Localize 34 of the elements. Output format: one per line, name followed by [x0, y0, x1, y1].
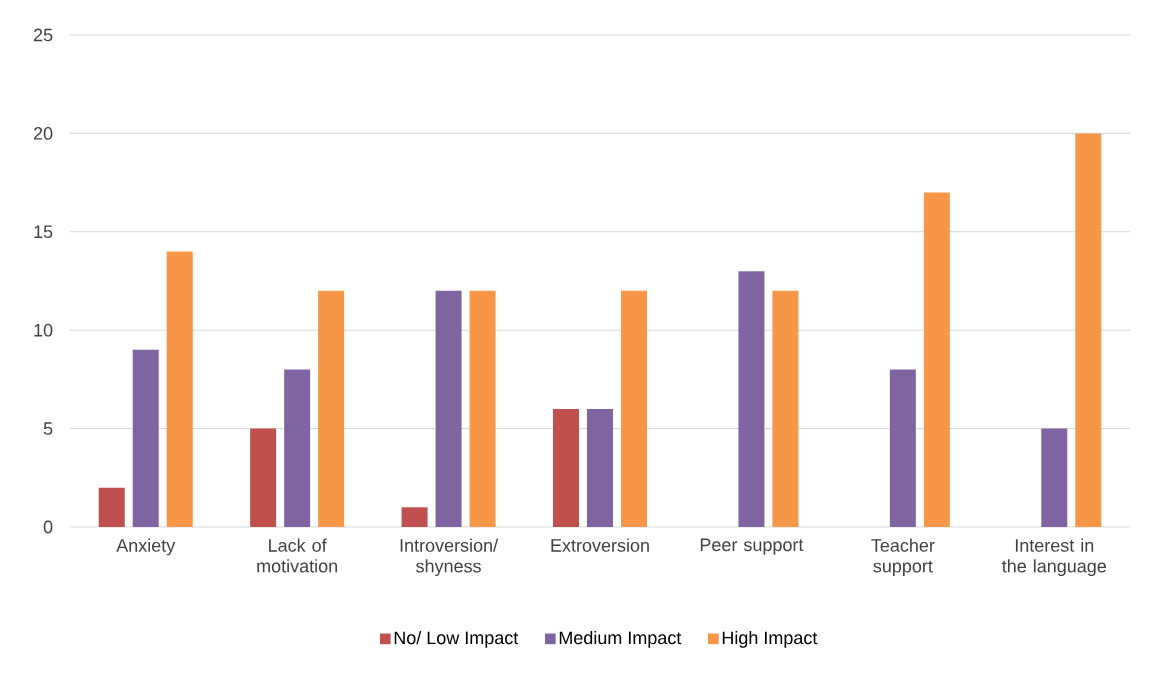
bar	[1075, 133, 1102, 527]
y-tick-label: 25	[33, 28, 53, 42]
bar	[284, 369, 311, 527]
x-tick-label: Anxiety	[116, 538, 176, 556]
legend-label: High Impact	[722, 630, 818, 648]
bar	[166, 251, 193, 527]
bar	[250, 428, 277, 527]
bar	[435, 290, 462, 527]
bar	[553, 408, 579, 527]
bar	[587, 408, 613, 527]
x-tick-label: Peer support	[700, 538, 804, 555]
y-tick-label: 20	[33, 127, 53, 140]
x-tick-label: Lack of motivation	[257, 538, 337, 573]
x-tick-label: Extroversion	[551, 538, 649, 552]
bar	[772, 290, 799, 527]
y-tick-label: 15	[34, 225, 53, 239]
y-tick-label: 5	[43, 422, 53, 435]
legend-label: No/ Low Impact	[394, 630, 519, 648]
legend-label: Medium Impact	[559, 630, 682, 648]
x-tick-label: Interest in the language	[1002, 538, 1107, 577]
bar	[1041, 428, 1068, 527]
bar	[469, 290, 496, 527]
bar	[889, 369, 916, 527]
bar	[98, 487, 125, 527]
x-tick-label: Introversion/ shyness	[400, 538, 499, 577]
bar	[923, 192, 950, 527]
bar	[401, 507, 428, 527]
x-tick-label: Teacher support	[871, 538, 935, 577]
y-tick-label: 0	[43, 520, 53, 534]
bar	[318, 290, 345, 527]
bar	[738, 271, 765, 527]
bar	[132, 349, 159, 527]
bar	[621, 290, 647, 527]
y-tick-label: 10	[34, 323, 53, 337]
